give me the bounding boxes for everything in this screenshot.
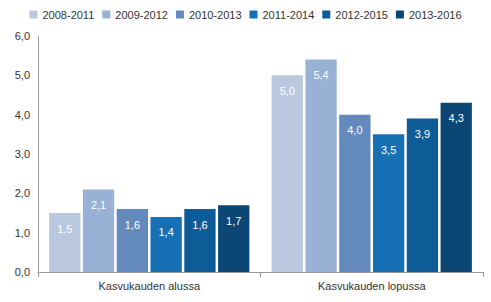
svg-text:3,0: 3,0 — [15, 148, 30, 160]
svg-text:1,0: 1,0 — [15, 227, 30, 239]
svg-text:Kasvukauden lopussa: Kasvukauden lopussa — [318, 280, 427, 292]
svg-text:1,7: 1,7 — [226, 215, 241, 227]
svg-text:5,4: 5,4 — [313, 69, 328, 81]
svg-text:Kasvukauden alussa: Kasvukauden alussa — [98, 280, 200, 292]
svg-text:2009-2012: 2009-2012 — [115, 9, 168, 21]
svg-text:6,0: 6,0 — [15, 30, 30, 42]
svg-text:5,0: 5,0 — [280, 85, 295, 97]
svg-text:2010-2013: 2010-2013 — [189, 9, 242, 21]
svg-text:2,1: 2,1 — [91, 199, 106, 211]
svg-text:2012-2015: 2012-2015 — [335, 9, 388, 21]
svg-text:4,0: 4,0 — [15, 109, 30, 121]
svg-text:2008-2011: 2008-2011 — [43, 9, 95, 21]
svg-text:2,0: 2,0 — [15, 187, 30, 199]
svg-text:1,6: 1,6 — [125, 219, 140, 231]
svg-text:4,3: 4,3 — [449, 112, 464, 124]
svg-text:0,0: 0,0 — [15, 266, 30, 278]
svg-text:2013-2016: 2013-2016 — [409, 9, 462, 21]
svg-text:2011-2014: 2011-2014 — [263, 9, 315, 21]
svg-text:5,0: 5,0 — [15, 69, 30, 81]
svg-text:4,0: 4,0 — [347, 124, 362, 136]
svg-text:1,4: 1,4 — [158, 226, 173, 238]
svg-text:1,5: 1,5 — [57, 223, 72, 235]
svg-text:3,9: 3,9 — [415, 128, 430, 140]
svg-text:1,6: 1,6 — [192, 219, 207, 231]
svg-text:3,5: 3,5 — [381, 144, 396, 156]
